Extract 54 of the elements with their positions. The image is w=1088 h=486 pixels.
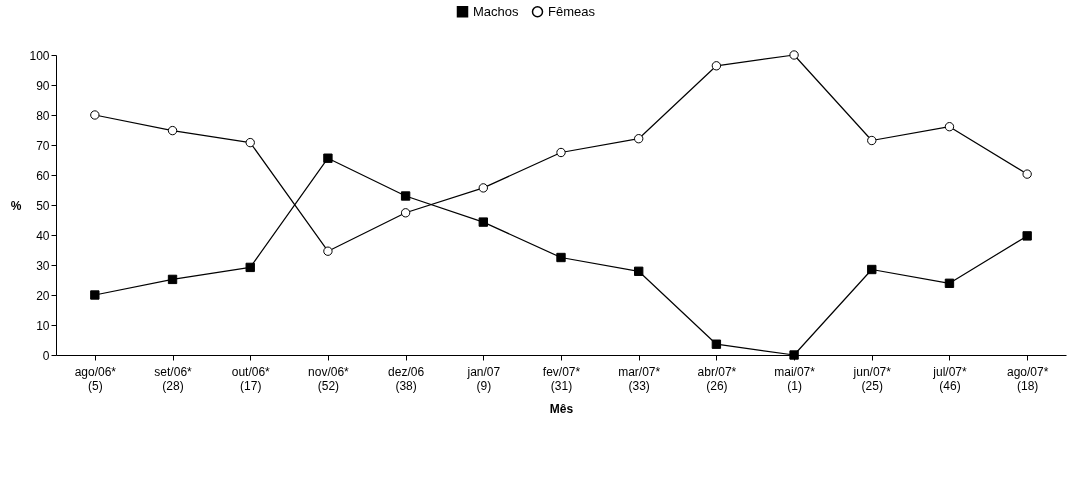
point bbox=[478, 183, 488, 193]
point bbox=[245, 137, 255, 148]
x-tick-label: ago/07* (18) bbox=[1006, 364, 1049, 393]
y-tick-label: 20 bbox=[36, 288, 50, 303]
x-axis-title: Mês bbox=[549, 401, 574, 416]
x-tick-label: jul/07* (46) bbox=[932, 364, 967, 393]
x-tick-label: mar/07* (33) bbox=[618, 364, 661, 393]
y-axis-title: % bbox=[10, 198, 22, 213]
point bbox=[556, 147, 566, 158]
point bbox=[323, 153, 333, 163]
x-tick-label: set/06* (28) bbox=[154, 364, 193, 393]
x-tick-label: out/06* (17) bbox=[231, 364, 271, 393]
point bbox=[711, 61, 722, 71]
x-tick-label: ago/06* (5) bbox=[74, 364, 117, 393]
point bbox=[556, 252, 566, 263]
point bbox=[711, 339, 722, 349]
point bbox=[167, 125, 178, 136]
point bbox=[90, 110, 100, 120]
point bbox=[944, 278, 955, 288]
x-tick-label: abr/07* (26) bbox=[697, 364, 737, 393]
y-tick-label: 70 bbox=[36, 138, 50, 153]
y-tick-label: 50 bbox=[36, 198, 50, 213]
point bbox=[323, 246, 333, 256]
y-tick-label: 100 bbox=[29, 48, 50, 63]
point bbox=[245, 262, 255, 273]
point bbox=[478, 217, 488, 227]
x-tick-label: dez/06 (38) bbox=[388, 364, 425, 393]
y-tick-label: 30 bbox=[36, 258, 50, 273]
point bbox=[789, 50, 799, 60]
y-tick-label: 60 bbox=[36, 168, 50, 183]
point bbox=[400, 208, 411, 218]
point bbox=[90, 290, 100, 300]
x-tick-label: jan/07 (9) bbox=[466, 364, 501, 393]
point bbox=[400, 191, 411, 201]
point bbox=[167, 274, 178, 285]
point bbox=[867, 264, 877, 275]
legend-label: Fêmeas bbox=[548, 3, 596, 19]
point bbox=[634, 134, 644, 144]
point bbox=[634, 266, 644, 276]
point bbox=[867, 135, 877, 146]
y-tick-label: 80 bbox=[36, 108, 50, 123]
x-tick-label: nov/06* (52) bbox=[308, 364, 350, 393]
point bbox=[1022, 169, 1032, 179]
point bbox=[789, 350, 799, 360]
y-tick-label: 10 bbox=[36, 318, 50, 333]
x-tick-label: fev/07* (31) bbox=[542, 364, 581, 393]
point bbox=[944, 122, 955, 132]
x-tick-label: mai/07* (1) bbox=[774, 364, 816, 393]
x-tick-label: jun/07* (25) bbox=[852, 364, 892, 393]
legend-label: Machos bbox=[473, 3, 520, 19]
y-tick-label: 90 bbox=[36, 78, 50, 93]
point bbox=[1022, 231, 1032, 241]
y-tick-label: 0 bbox=[42, 348, 50, 363]
y-tick-label: 40 bbox=[36, 228, 50, 243]
